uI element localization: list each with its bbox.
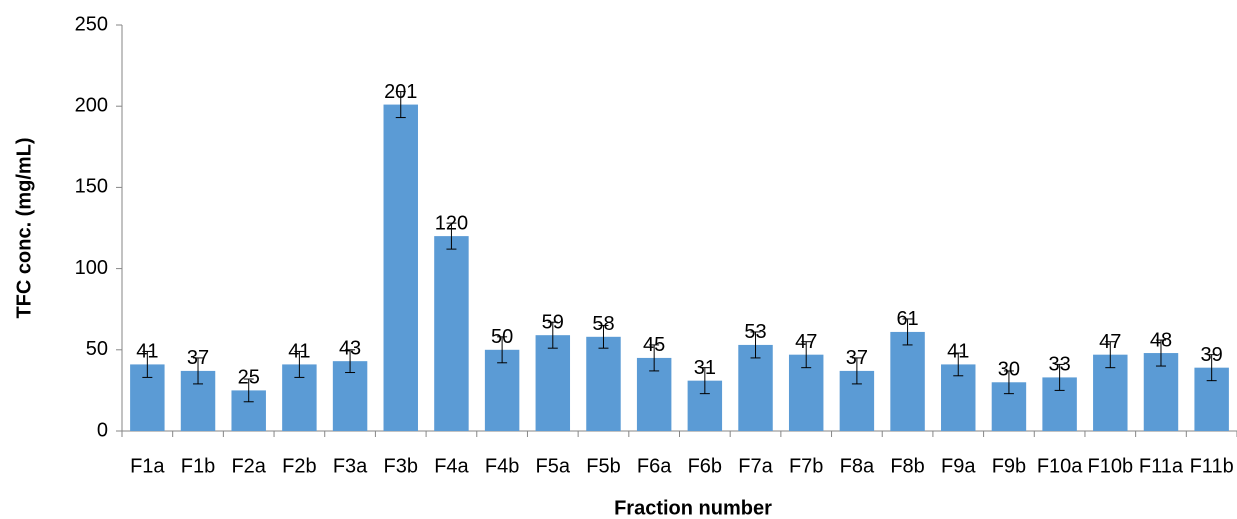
y-tick-label: 50 xyxy=(86,338,108,360)
error-bar xyxy=(1206,354,1217,382)
error-bar xyxy=(1054,363,1065,391)
error-bar xyxy=(547,321,558,349)
x-tick-label: F8b xyxy=(890,455,924,477)
data-label: 41 xyxy=(288,341,310,363)
x-axis-title: Fraction number xyxy=(614,497,772,519)
error-bar xyxy=(446,222,457,250)
data-label: 39 xyxy=(1201,344,1223,366)
error-bar xyxy=(649,344,660,372)
x-tick-label: F10b xyxy=(1087,455,1133,477)
data-label: 50 xyxy=(491,326,513,348)
data-label: 37 xyxy=(187,347,209,369)
x-tick-label: F7b xyxy=(789,455,823,477)
x-tick-label: F1a xyxy=(130,455,165,477)
x-tick-label: F3a xyxy=(333,455,368,477)
x-tick-label: F8a xyxy=(840,455,875,477)
error-bar xyxy=(1155,339,1166,367)
x-tick-label: F9a xyxy=(941,455,976,477)
data-label: 61 xyxy=(896,308,918,330)
x-tick-label: F1b xyxy=(181,455,215,477)
error-bar xyxy=(294,350,305,378)
x-tick-label: F6a xyxy=(637,455,672,477)
y-tick-label: 250 xyxy=(75,13,108,35)
error-bar xyxy=(699,367,710,395)
data-label: 58 xyxy=(592,313,614,335)
x-tick-label: F3b xyxy=(384,455,418,477)
error-bar xyxy=(750,331,761,359)
bar xyxy=(738,344,773,431)
data-label: 41 xyxy=(947,341,969,363)
x-tick-label: F2a xyxy=(231,455,266,477)
error-bar xyxy=(1003,370,1014,395)
x-tick-label: F9b xyxy=(992,455,1026,477)
bar xyxy=(383,104,418,432)
error-bar xyxy=(1105,341,1116,369)
error-bar xyxy=(598,324,609,349)
data-label: 201 xyxy=(384,81,417,103)
x-tick-label: F4a xyxy=(434,455,469,477)
error-bar xyxy=(142,350,153,378)
x-tick-label: F6b xyxy=(688,455,722,477)
bar xyxy=(890,331,925,431)
x-tick-label: F11a xyxy=(1139,455,1184,477)
data-label: 31 xyxy=(694,357,716,379)
error-bar xyxy=(851,357,862,385)
data-label: 43 xyxy=(339,337,361,359)
data-label: 59 xyxy=(542,311,564,333)
data-label: 120 xyxy=(435,212,468,234)
bar xyxy=(535,335,571,431)
x-tick-label: F7a xyxy=(738,455,773,477)
x-tick-label: F2b xyxy=(282,455,316,477)
data-label: 47 xyxy=(795,331,817,353)
data-label: 33 xyxy=(1048,354,1070,376)
x-tick-label: F5b xyxy=(586,455,620,477)
y-tick-label: 150 xyxy=(75,176,108,198)
x-tick-label: F4b xyxy=(485,455,519,477)
y-tick-label: 0 xyxy=(97,419,108,441)
y-axis-title: TFC conc. (mg/mL) xyxy=(13,137,35,318)
data-label: 53 xyxy=(744,321,766,343)
data-label: 41 xyxy=(136,341,158,363)
error-bar xyxy=(801,341,812,369)
data-label: 25 xyxy=(238,367,260,389)
x-tick-label: F10a xyxy=(1037,455,1083,477)
data-label: 48 xyxy=(1150,329,1172,351)
data-label: 30 xyxy=(998,359,1020,381)
bar xyxy=(434,236,469,431)
y-tick-label: 100 xyxy=(75,257,108,279)
error-bar xyxy=(345,349,356,374)
data-label: 37 xyxy=(846,347,868,369)
bar xyxy=(484,349,520,431)
error-bar xyxy=(395,91,406,119)
x-tick-label: F5a xyxy=(536,455,571,477)
error-bar xyxy=(497,336,508,364)
error-bar xyxy=(902,318,913,346)
data-label: 47 xyxy=(1099,331,1121,353)
data-label: 45 xyxy=(643,334,665,356)
error-bar xyxy=(243,378,254,403)
error-bar xyxy=(193,357,204,385)
x-tick-label: F11b xyxy=(1190,455,1234,477)
bar xyxy=(586,336,621,431)
error-bar xyxy=(953,352,964,377)
y-tick-label: 200 xyxy=(75,94,108,116)
